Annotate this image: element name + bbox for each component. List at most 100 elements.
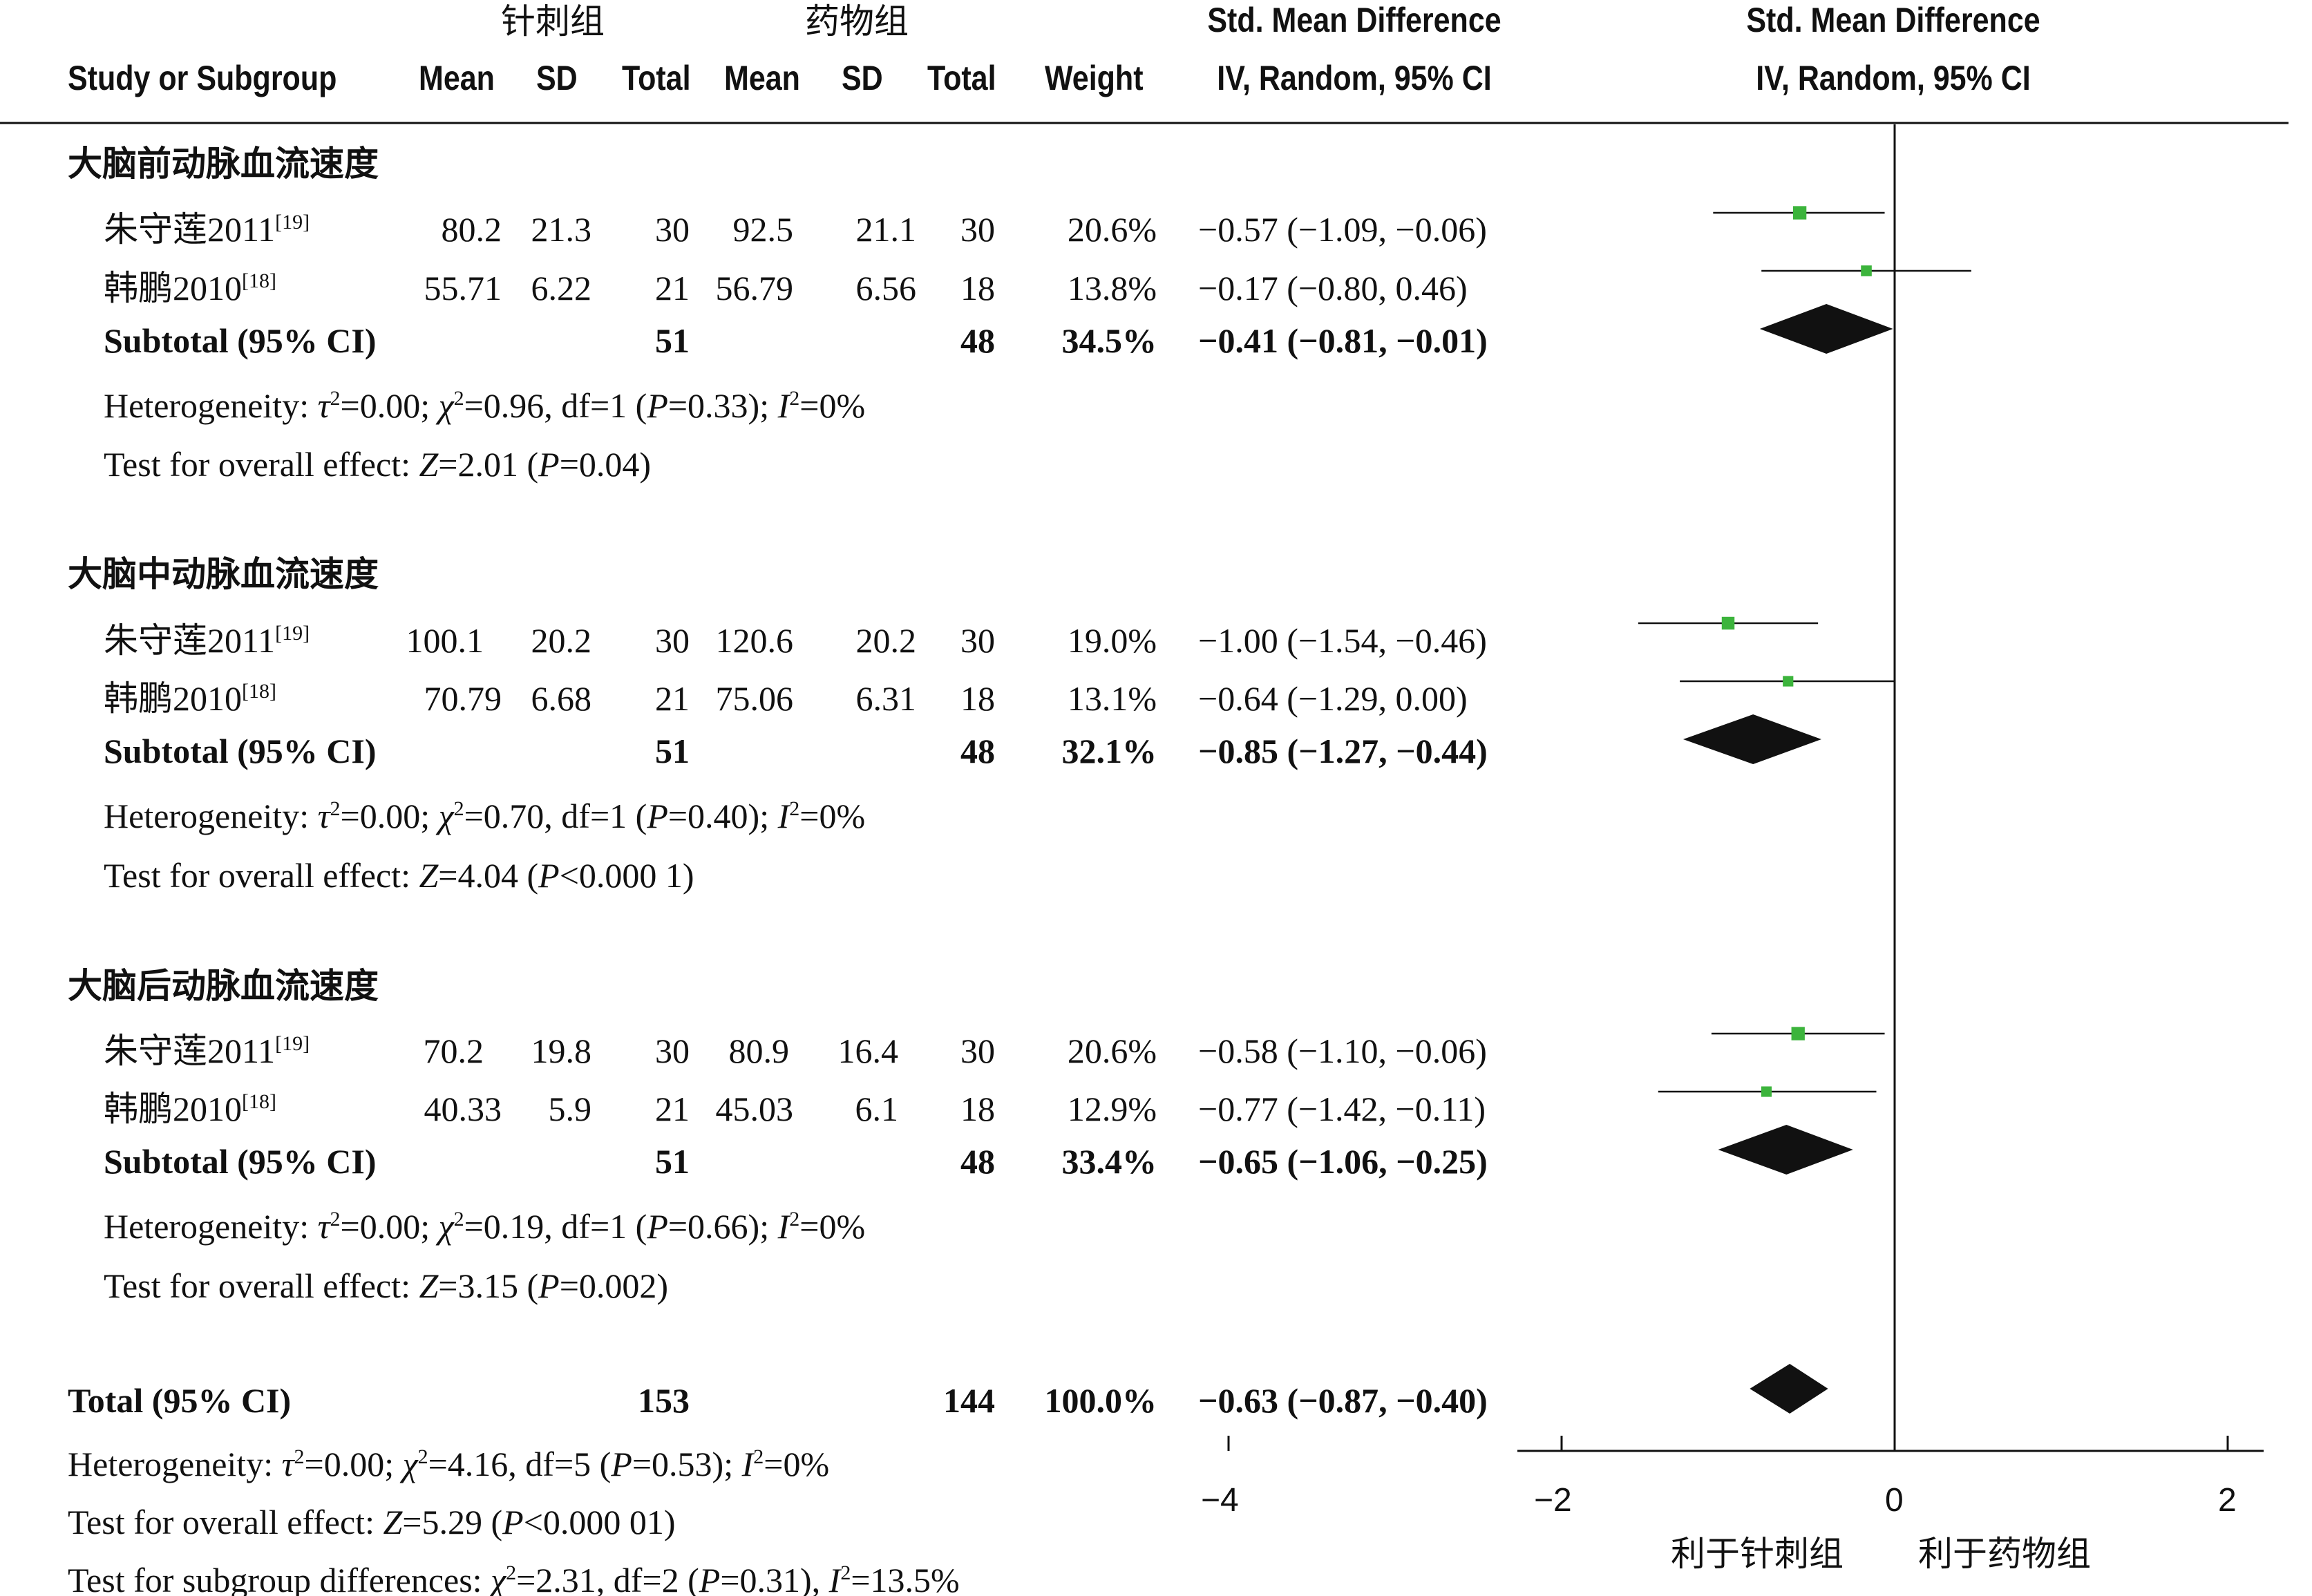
cell-weight: 19.0%: [1067, 621, 1157, 660]
study-ref: [18]: [242, 269, 276, 292]
cell-mean-1: 80.2: [441, 210, 502, 249]
group1-header: 针刺组: [501, 1, 605, 41]
cell-weight: 12.9%: [1067, 1090, 1157, 1128]
study-ref: [19]: [275, 211, 310, 234]
cell-total-1: 21: [655, 269, 690, 307]
cell-sd-1: 6.68: [531, 679, 592, 718]
study-point-marker: [1721, 616, 1735, 630]
heterogeneity-text: Heterogeneity: τ2=0.00; χ2=0.70, df=1 (P…: [104, 797, 866, 835]
subtotal-ci: −0.65 (−1.06, −0.25): [1198, 1142, 1488, 1181]
smd-title-plot: Std. Mean Difference: [1746, 1, 2040, 39]
subtotal-label: Subtotal (95% CI): [104, 1142, 377, 1181]
cell-ci: −0.57 (−1.09, −0.06): [1198, 210, 1487, 249]
study-name: 朱守莲2011[19]: [104, 1032, 310, 1070]
col-sd-1: SD: [536, 59, 578, 97]
cell-sd-1: 21.3: [531, 210, 592, 249]
cell-sd-2: 6.56: [855, 269, 917, 307]
study-point-marker: [1783, 676, 1794, 687]
study-point-marker: [1761, 1086, 1772, 1097]
cell-weight: 13.8%: [1067, 269, 1157, 307]
cell-total-2: 30: [960, 621, 995, 660]
subgroup-title: 大脑前动脉血流速度: [68, 144, 379, 184]
cell-mean-2: 80.9: [728, 1032, 790, 1070]
study-ref: [18]: [242, 1090, 276, 1113]
study-point-marker: [1791, 1027, 1805, 1041]
cell-mean-1: 70.2: [423, 1032, 484, 1070]
subtotal-ci: −0.41 (−0.81, −0.01): [1198, 321, 1488, 360]
cell-mean-1: 70.79: [424, 679, 502, 718]
total-weight: 100.0%: [1044, 1381, 1157, 1420]
cell-total-2: 18: [960, 679, 995, 718]
overall-effect-text: Test for overall effect: Z=4.04 (P<0.000…: [104, 856, 694, 895]
study-name: 朱守莲2011[19]: [104, 210, 310, 249]
cell-mean-1: 40.33: [424, 1090, 502, 1128]
study-point-marker: [1861, 265, 1872, 276]
cell-total-2: 30: [960, 210, 995, 249]
subtotal-diamond: [1759, 304, 1893, 354]
total-heterogeneity-text: Heterogeneity: τ2=0.00; χ2=4.16, df=5 (P…: [68, 1445, 830, 1483]
cell-total-1: 30: [655, 1032, 690, 1070]
cell-weight: 20.6%: [1067, 210, 1157, 249]
col-sd-2: SD: [842, 59, 883, 97]
subtotal-weight: 32.1%: [1061, 732, 1157, 770]
cell-total-1: 30: [655, 621, 690, 660]
cell-weight: 13.1%: [1067, 679, 1157, 718]
study-point-marker: [1792, 206, 1807, 220]
heterogeneity-text: Heterogeneity: τ2=0.00; χ2=0.96, df=1 (P…: [104, 386, 866, 425]
cell-mean-2: 120.6: [715, 621, 794, 660]
col-total-2: Total: [927, 59, 996, 97]
cell-total-1: 30: [655, 210, 690, 249]
cell-sd-2: 21.1: [855, 210, 917, 249]
total-overall-effect-text: Test for overall effect: Z=5.29 (P<0.000…: [68, 1503, 676, 1541]
cell-ci: −0.64 (−1.29, 0.00): [1198, 679, 1468, 718]
cell-sd-1: 19.8: [531, 1032, 592, 1070]
subtotal-total-1: 51: [655, 321, 690, 360]
heterogeneity-text: Heterogeneity: τ2=0.00; χ2=0.19, df=1 (P…: [104, 1207, 866, 1246]
study-name: 韩鹏2010[18]: [104, 269, 276, 307]
subtotal-diamond: [1718, 1125, 1853, 1175]
col-mean-2: Mean: [724, 59, 800, 97]
cell-sd-1: 6.22: [531, 269, 592, 307]
axis-tick-label: −4: [1201, 1482, 1239, 1519]
cell-mean-2: 75.06: [715, 679, 794, 718]
subtotal-label: Subtotal (95% CI): [104, 321, 377, 360]
subtotal-total-2: 48: [960, 1142, 995, 1181]
axis-tick-label: 2: [2218, 1482, 2237, 1519]
study-ref: [19]: [275, 622, 310, 645]
cell-ci: −0.17 (−0.80, 0.46): [1198, 269, 1468, 307]
subtotal-diamond: [1683, 714, 1821, 764]
study-ref: [19]: [275, 1032, 310, 1055]
favours-right-label: 利于药物组: [1918, 1534, 2091, 1574]
subgroup-differences-text: Test for subgroup differences: χ2=2.31, …: [68, 1561, 960, 1596]
subgroup-title: 大脑后动脉血流速度: [68, 966, 379, 1006]
cell-sd-2: 6.1: [855, 1090, 899, 1128]
study-name: 朱守莲2011[19]: [104, 621, 310, 660]
cell-mean-2: 45.03: [715, 1090, 794, 1128]
subgroup-title: 大脑中动脉血流速度: [68, 554, 379, 594]
total-total-1: 153: [638, 1381, 690, 1420]
cell-sd-1: 5.9: [548, 1090, 592, 1128]
cell-weight: 20.6%: [1067, 1032, 1157, 1070]
subtotal-total-1: 51: [655, 732, 690, 770]
overall-effect-text: Test for overall effect: Z=3.15 (P=0.002…: [104, 1266, 669, 1305]
subtotal-total-1: 51: [655, 1142, 690, 1181]
col-method-table: IV, Random, 95% CI: [1217, 59, 1492, 97]
study-name: 韩鹏2010[18]: [104, 679, 276, 718]
cell-total-2: 18: [960, 269, 995, 307]
cell-total-1: 21: [655, 679, 690, 718]
study-ref: [18]: [242, 680, 276, 703]
favours-left-label: 利于针刺组: [1671, 1534, 1844, 1574]
cell-mean-1: 100.1: [406, 621, 484, 660]
cell-ci: −0.58 (−1.10, −0.06): [1198, 1032, 1487, 1070]
overall-effect-text: Test for overall effect: Z=2.01 (P=0.04): [104, 445, 652, 484]
col-weight: Weight: [1045, 59, 1144, 97]
col-total-1: Total: [622, 59, 691, 97]
col-method-plot: IV, Random, 95% CI: [1756, 59, 2031, 97]
cell-mean-2: 92.5: [732, 210, 794, 249]
cell-ci: −1.00 (−1.54, −0.46): [1198, 621, 1487, 660]
total-total-2: 144: [943, 1381, 995, 1420]
smd-title-table: Std. Mean Difference: [1207, 1, 1501, 39]
subtotal-total-2: 48: [960, 321, 995, 360]
cell-sd-2: 20.2: [855, 621, 917, 660]
